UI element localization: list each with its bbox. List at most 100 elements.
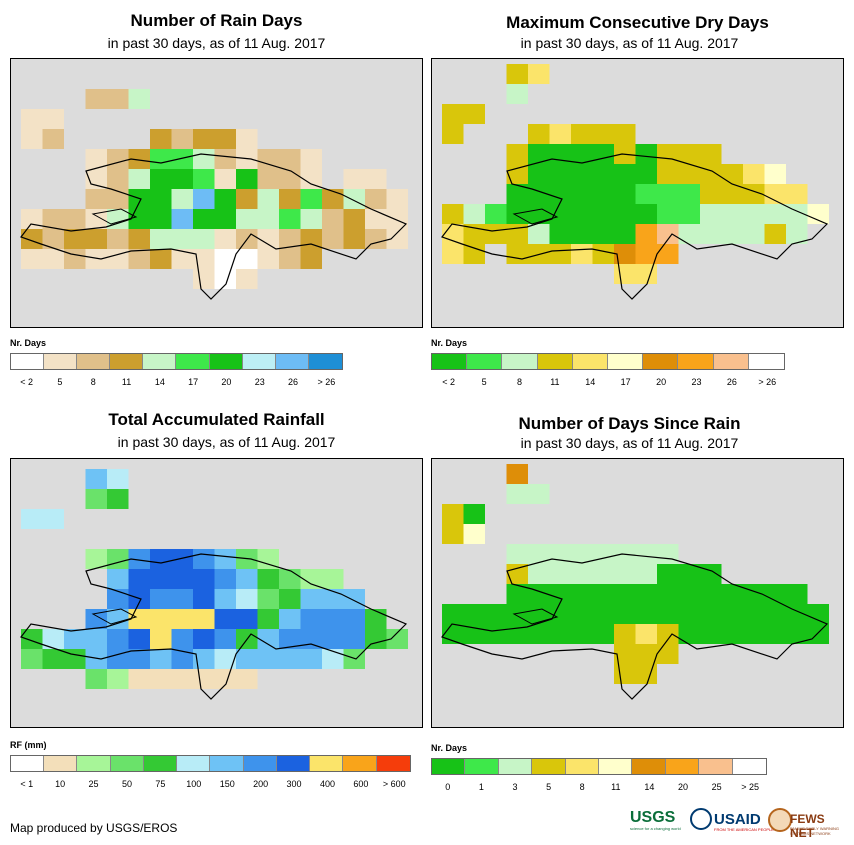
map-cell xyxy=(257,589,279,609)
legend-label: 17 xyxy=(620,377,631,387)
map-cell xyxy=(257,169,279,189)
legend-label: 5 xyxy=(481,377,487,387)
legend-swatch xyxy=(176,354,210,369)
legend-swatch xyxy=(699,759,733,774)
map-cell xyxy=(442,524,464,544)
map-cell xyxy=(442,104,464,124)
map-cell xyxy=(128,209,150,229)
map-cell xyxy=(463,244,485,264)
map-cell xyxy=(764,604,786,624)
legend-label: 5 xyxy=(546,782,552,792)
map-cell xyxy=(214,649,236,669)
legend-swatch xyxy=(732,759,766,774)
map-cell xyxy=(678,224,700,244)
map-grid-3 xyxy=(20,469,408,700)
map-cell xyxy=(614,644,636,664)
legend-swatch xyxy=(177,756,211,771)
legend-swatch xyxy=(209,354,243,369)
legend-label: 14 xyxy=(644,782,655,792)
map-cell xyxy=(214,249,236,269)
map-cell xyxy=(528,544,550,564)
map-cell xyxy=(300,629,322,649)
map-cell xyxy=(614,604,636,624)
map-cell xyxy=(150,649,172,669)
legend-swatch xyxy=(143,756,178,771)
map-cell xyxy=(657,604,679,624)
map-cell xyxy=(300,569,322,589)
legend-swatch xyxy=(210,756,244,771)
map-cell xyxy=(528,224,550,244)
map-cell xyxy=(635,204,657,224)
map-cell xyxy=(171,209,193,229)
map-cell xyxy=(85,469,107,489)
legend-label: 14 xyxy=(585,377,596,387)
legend-label: 26 xyxy=(288,377,299,387)
legend-colorbar xyxy=(10,353,343,370)
legend-total-rainfall: RF (mm) < 1 10 25 50 75 100 150 200 300 400 600 > 6… xyxy=(10,740,411,795)
map-cell xyxy=(635,564,657,584)
map-cell xyxy=(592,144,614,164)
legend-swatch xyxy=(243,756,277,771)
map-cell xyxy=(85,629,107,649)
map-cell xyxy=(807,624,829,644)
map-cell xyxy=(85,489,107,509)
map-cell xyxy=(764,584,786,604)
map-cell xyxy=(700,624,722,644)
map-cell xyxy=(592,604,614,624)
map-cell xyxy=(279,209,301,229)
legend-label: > 25 xyxy=(741,782,760,792)
legend-swatch xyxy=(665,759,700,774)
map-cell xyxy=(657,624,679,644)
legend-labels: 0 1 3 5 8 11 14 20 25 > 25 xyxy=(431,782,767,794)
map-cell xyxy=(279,589,301,609)
map-cell xyxy=(150,609,172,629)
map-cell xyxy=(700,184,722,204)
map-cell xyxy=(279,569,301,589)
map-cell xyxy=(150,249,172,269)
logos: USGS science for a changing world USAID … xyxy=(630,806,845,840)
map-cell xyxy=(635,624,657,644)
map-cell xyxy=(193,269,215,289)
map-cell xyxy=(743,224,765,244)
map-cell xyxy=(571,584,593,604)
map-cell xyxy=(657,244,679,264)
map-cell xyxy=(549,164,571,184)
map-cell xyxy=(193,609,215,629)
map-cell xyxy=(42,229,64,249)
map-cell xyxy=(635,224,657,244)
map-cell xyxy=(21,249,43,269)
legend-labels: < 2 5 8 11 14 17 20 23 26 > 26 xyxy=(10,377,343,389)
map-cell xyxy=(635,544,657,564)
map-cell xyxy=(171,549,193,569)
map-cell xyxy=(42,509,64,529)
map-cell xyxy=(214,569,236,589)
map-cell xyxy=(85,89,107,109)
map-cell xyxy=(343,209,365,229)
map-cell xyxy=(21,509,43,529)
map-cell xyxy=(764,184,786,204)
usgs-logo: USGS xyxy=(630,809,676,826)
map-cell xyxy=(678,604,700,624)
map-cell xyxy=(614,584,636,604)
map-cell xyxy=(214,169,236,189)
legend-swatch xyxy=(310,756,344,771)
map-cell xyxy=(193,629,215,649)
map-cell xyxy=(571,604,593,624)
map-cell xyxy=(150,549,172,569)
map-cell xyxy=(442,204,464,224)
map-cell xyxy=(807,204,829,224)
map-cell xyxy=(322,649,344,669)
map-grid-1 xyxy=(20,89,408,300)
legend-label: 25 xyxy=(711,782,722,792)
map-cell xyxy=(107,189,129,209)
map-cell xyxy=(614,264,636,284)
legend-label: 3 xyxy=(512,782,518,792)
map-cell xyxy=(214,149,236,169)
legend-swatch xyxy=(502,354,538,369)
map-cell xyxy=(21,209,43,229)
map-cell xyxy=(107,549,129,569)
map-cell xyxy=(214,129,236,149)
map-cell xyxy=(635,244,657,264)
map-cell xyxy=(528,64,550,84)
map-cell xyxy=(150,209,172,229)
